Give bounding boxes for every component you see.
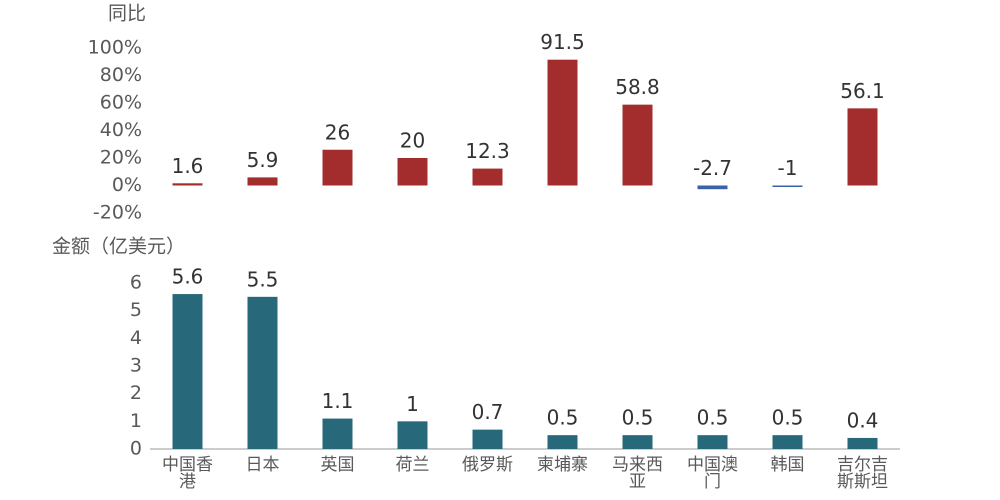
bar xyxy=(472,429,503,449)
bar xyxy=(772,185,803,187)
value-label: 1.6 xyxy=(172,154,204,178)
x-tick-label: 英国 xyxy=(320,455,355,475)
value-label: 0.5 xyxy=(622,406,654,430)
y-tick-label: 4 xyxy=(130,327,142,349)
bar xyxy=(847,108,878,186)
x-tick-label: 吉尔吉斯斯坦 xyxy=(837,455,888,492)
x-tick-label: 日本 xyxy=(245,455,280,475)
x-tick-label: 柬埔寨 xyxy=(537,455,588,475)
y-tick-label: 60% xyxy=(100,92,142,114)
value-label: 0.5 xyxy=(697,406,729,430)
value-label: 0.7 xyxy=(472,400,504,424)
y-tick-label: 3 xyxy=(130,355,142,377)
bar xyxy=(697,185,728,190)
y-axis-title: 同比 xyxy=(108,3,146,25)
bar xyxy=(622,435,653,449)
bar xyxy=(172,294,203,449)
y-tick-label: 2 xyxy=(130,382,142,404)
value-label: 0.5 xyxy=(772,406,804,430)
bar xyxy=(397,421,428,449)
y-tick-label: 6 xyxy=(130,272,142,294)
bar xyxy=(247,177,278,186)
x-tick-label: 荷兰 xyxy=(395,455,430,475)
value-label: 26 xyxy=(325,120,350,144)
value-label: -2.7 xyxy=(693,156,732,180)
value-label: 58.8 xyxy=(615,75,660,99)
x-tick-label: 韩国 xyxy=(770,455,805,475)
value-label: 5.5 xyxy=(247,267,279,291)
bar xyxy=(322,149,353,186)
bar xyxy=(397,158,428,186)
x-tick-label: 马来西亚 xyxy=(612,455,663,492)
y-tick-label: -20% xyxy=(93,202,142,224)
y-tick-label: 5 xyxy=(130,299,142,321)
y-tick-label: 40% xyxy=(100,119,142,141)
bar xyxy=(847,437,878,449)
value-label: -1 xyxy=(778,156,798,180)
bar xyxy=(772,435,803,449)
bar xyxy=(322,418,353,449)
y-tick-label: 80% xyxy=(100,64,142,86)
x-tick-label: 俄罗斯 xyxy=(462,455,513,475)
bar xyxy=(697,435,728,449)
value-label: 0.4 xyxy=(847,408,879,432)
bar xyxy=(547,435,578,449)
y-axis-title: 金额（亿美元） xyxy=(52,236,185,258)
y-tick-label: 20% xyxy=(100,147,142,169)
value-label: 91.5 xyxy=(540,30,585,54)
bar xyxy=(622,104,653,186)
value-label: 5.6 xyxy=(172,265,204,289)
value-label: 56.1 xyxy=(840,79,885,103)
value-label: 12.3 xyxy=(465,139,510,163)
value-label: 20 xyxy=(400,129,425,153)
x-tick-label: 中国香港 xyxy=(162,455,213,492)
value-label: 1 xyxy=(406,392,419,416)
value-label: 5.9 xyxy=(247,148,279,172)
bar xyxy=(547,59,578,186)
y-tick-label: 0 xyxy=(130,438,142,460)
value-label: 1.1 xyxy=(322,389,354,413)
bar xyxy=(172,183,203,186)
y-tick-label: 1 xyxy=(130,410,142,432)
value-label: 0.5 xyxy=(547,406,579,430)
y-tick-label: 0% xyxy=(112,174,142,196)
bar xyxy=(472,168,503,186)
bar xyxy=(247,296,278,449)
x-tick-label: 中国澳门 xyxy=(687,455,738,492)
y-tick-label: 100% xyxy=(88,37,142,59)
